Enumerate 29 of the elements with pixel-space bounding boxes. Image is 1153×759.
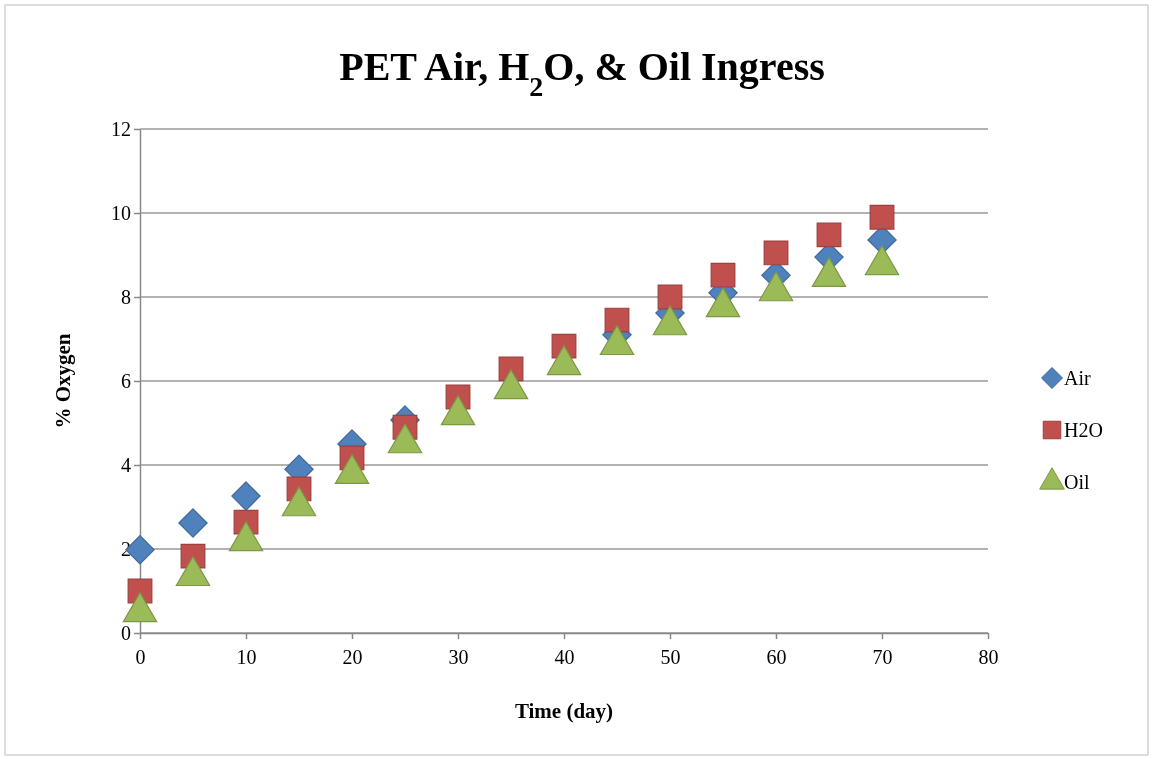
x-tick-label: 60: [766, 646, 787, 668]
chart-title: PET Air, H$_{2}$O, & Oil Ingress: [339, 44, 825, 102]
point: [763, 240, 789, 266]
x-tick-label: 50: [660, 646, 681, 668]
y-tick-label: 0: [121, 621, 131, 644]
y-tick-label: 6: [121, 369, 131, 392]
x-axis-title: Time (day): [514, 699, 614, 723]
legend-label: H2O: [1064, 419, 1103, 441]
y-axis-title: % Oxygen: [51, 333, 75, 429]
y-tick-label: 12: [111, 117, 131, 140]
point: [231, 481, 261, 511]
point: [710, 262, 736, 288]
x-tick-label: 10: [236, 646, 257, 668]
point: [816, 222, 842, 248]
y-tick-label: 8: [121, 285, 131, 308]
x-tick-label: 70: [872, 646, 893, 668]
point: [657, 284, 683, 310]
point: [604, 307, 630, 333]
x-tick-label: 30: [448, 646, 469, 668]
legend-label: Air: [1064, 367, 1091, 389]
point: [869, 204, 895, 230]
x-tick-label: 0: [135, 646, 146, 668]
legend-label: Oil: [1064, 471, 1090, 493]
y-tick-label: 10: [111, 201, 131, 224]
point: [178, 508, 208, 538]
x-tick-label: 20: [342, 646, 363, 668]
y-tick-label: 4: [121, 453, 131, 476]
x-tick-label: 40: [554, 646, 575, 668]
x-tick-label: 80: [978, 646, 999, 668]
